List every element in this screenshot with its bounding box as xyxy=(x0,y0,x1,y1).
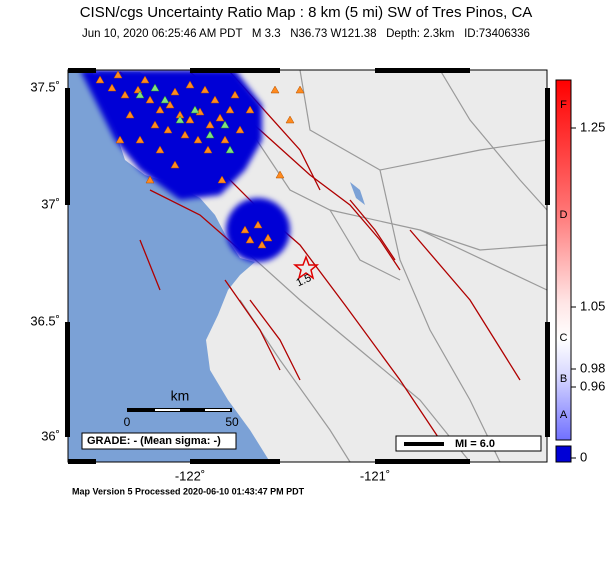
station xyxy=(190,105,200,114)
station xyxy=(163,125,173,134)
station xyxy=(217,175,227,184)
station xyxy=(135,135,145,144)
station xyxy=(155,105,165,114)
station xyxy=(295,85,305,94)
station xyxy=(140,75,150,84)
station xyxy=(135,90,145,99)
mi-legend-box xyxy=(395,435,542,452)
station xyxy=(113,70,123,79)
lat-labels: 37.5˚ 37˚ 36.5˚ 36˚ xyxy=(30,79,60,443)
station xyxy=(230,90,240,99)
station xyxy=(205,130,215,139)
station xyxy=(205,120,215,129)
colorbar-tick-label: 0.96 xyxy=(580,378,605,393)
grade-box xyxy=(81,432,237,450)
station xyxy=(220,135,230,144)
station xyxy=(170,160,180,169)
station xyxy=(225,105,235,114)
station xyxy=(155,145,165,154)
colorbar-tick-label: 1.25 xyxy=(580,119,605,134)
station xyxy=(270,85,280,94)
scale-bar: km 0 50 xyxy=(124,388,239,429)
epicenter-label: 1.5 xyxy=(294,272,313,289)
station xyxy=(225,145,235,154)
station xyxy=(245,105,255,114)
grade-text: GRADE: - (Mean sigma: -) xyxy=(87,435,221,447)
station xyxy=(165,100,175,109)
colorbar-grade: A xyxy=(560,409,568,421)
station xyxy=(170,87,180,96)
station xyxy=(185,80,195,89)
lat-label: 37˚ xyxy=(41,196,60,211)
station xyxy=(203,145,213,154)
colorbar-floor xyxy=(555,445,572,463)
station xyxy=(107,83,117,92)
station xyxy=(120,90,130,99)
faults xyxy=(119,71,521,441)
station xyxy=(240,225,250,234)
ocean xyxy=(68,70,270,462)
lat-label: 37.5˚ xyxy=(30,79,60,94)
station xyxy=(150,83,160,92)
colorbar-grade: D xyxy=(560,209,568,221)
subtitle: Jun 10, 2020 06:25:46 AM PDT M 3.3 N36.7… xyxy=(82,28,530,40)
lat-label: 36˚ xyxy=(41,428,60,443)
map-frame xyxy=(67,69,548,463)
stations xyxy=(95,70,305,249)
station xyxy=(263,233,273,242)
frame-bars xyxy=(65,68,550,464)
station xyxy=(193,135,203,144)
station xyxy=(285,115,295,124)
reservoir xyxy=(350,182,365,205)
station xyxy=(180,130,190,139)
station xyxy=(253,220,263,229)
station xyxy=(185,115,195,124)
station xyxy=(160,95,170,104)
station xyxy=(150,120,160,129)
scale-tick: 0 xyxy=(124,415,131,429)
station xyxy=(245,235,255,244)
station xyxy=(95,75,105,84)
station xyxy=(210,95,220,104)
station xyxy=(125,110,135,119)
station xyxy=(175,115,185,124)
station xyxy=(257,240,267,249)
scale-unit: km xyxy=(171,388,190,404)
station xyxy=(200,85,210,94)
colorbar-gradient xyxy=(555,79,572,441)
lon-label: -121˚ xyxy=(360,468,390,483)
station xyxy=(145,175,155,184)
footer: Map Version 5 Processed 2020-06-10 01:43… xyxy=(72,486,305,496)
colorbar: 1.25 1.05 0.98 0.96 0 F D C B A xyxy=(555,79,605,464)
epicenter xyxy=(292,254,320,280)
colorbar-tick-label: 1.05 xyxy=(580,298,605,313)
colorbar-tick-label: 0 xyxy=(580,449,587,464)
scale-bar-gap xyxy=(205,409,230,411)
colorbar-grade: C xyxy=(560,332,568,344)
lat-label: 36.5˚ xyxy=(30,313,60,328)
station xyxy=(145,95,155,104)
colorbar-tick-label: 0.98 xyxy=(580,360,605,375)
station xyxy=(275,170,285,179)
mi-legend-text: MI = 6.0 xyxy=(455,438,495,450)
mi-legend-line xyxy=(404,442,444,446)
title: CISN/cgs Uncertainty Ratio Map : 8 km (5… xyxy=(80,4,533,21)
station xyxy=(115,135,125,144)
scale-bar-gap xyxy=(155,409,180,411)
scale-tick: 50 xyxy=(225,415,239,429)
station xyxy=(215,113,225,122)
colorbar-grade: B xyxy=(560,373,567,385)
station xyxy=(220,120,230,129)
colorbar-grade: F xyxy=(560,99,567,111)
map-area xyxy=(68,70,547,462)
station xyxy=(235,125,245,134)
lon-label: -122˚ xyxy=(175,468,205,483)
